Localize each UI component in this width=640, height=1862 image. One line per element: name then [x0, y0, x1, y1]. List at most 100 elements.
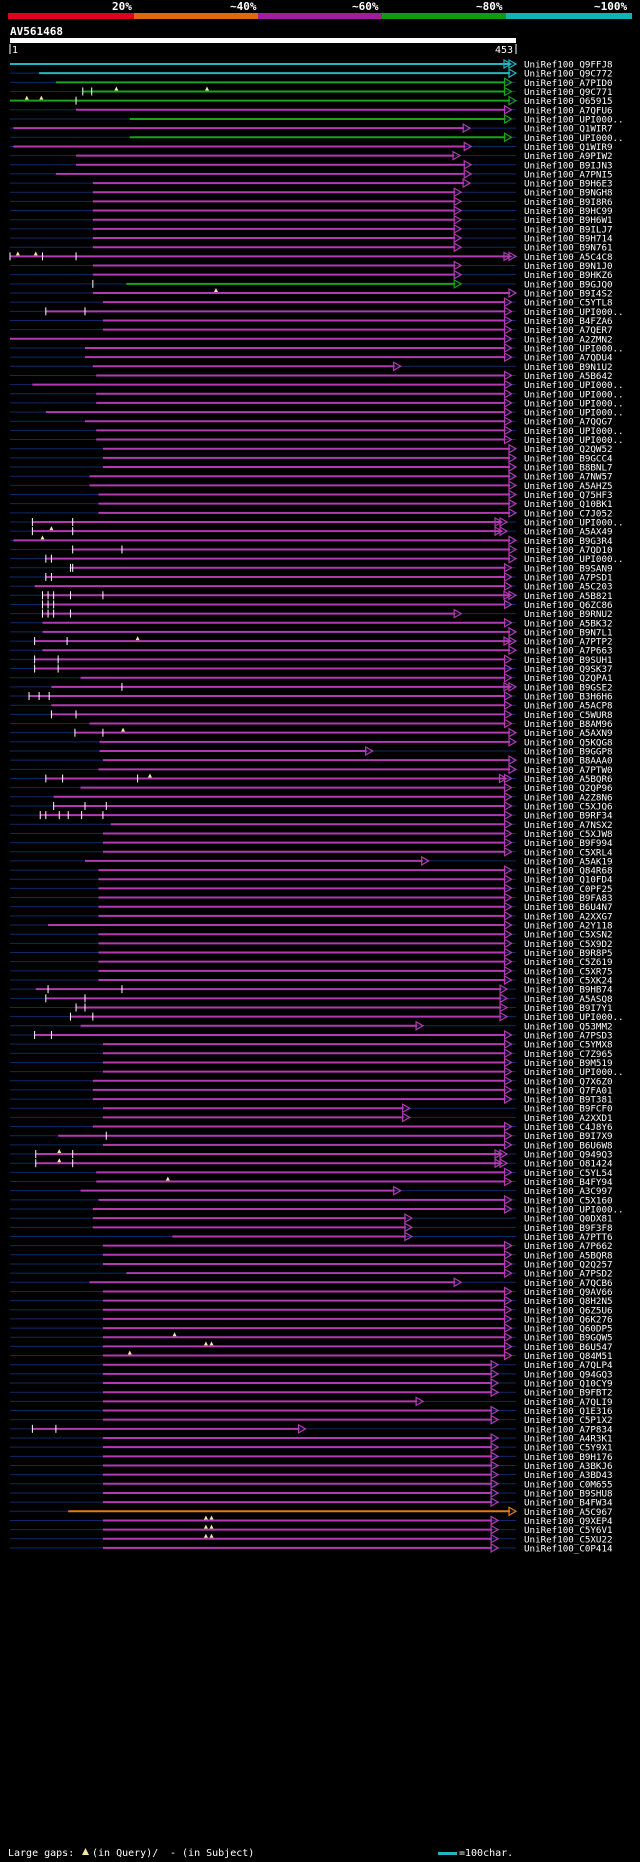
hit-label[interactable]: UniRef100_B9GCC4 [524, 453, 613, 464]
hit-label[interactable]: UniRef100_UPI000.. [524, 307, 624, 318]
hit-row[interactable]: UniRef100_Q2QP96 [10, 782, 613, 794]
hit-label[interactable]: UniRef100_Q2QW52 [524, 444, 613, 455]
hit-row[interactable]: UniRef100_A7QFU6 [10, 104, 613, 116]
hit-label[interactable]: UniRef100_A3BKJ6 [524, 1461, 613, 1472]
hit-row[interactable]: UniRef100_B9HC99 [10, 205, 613, 217]
hit-label[interactable]: UniRef100_B9H6W1 [524, 215, 613, 226]
hit-row[interactable]: UniRef100_Q1WIR7 [10, 123, 613, 135]
hit-label[interactable]: UniRef100_UPI000.. [524, 1067, 624, 1078]
hit-row[interactable]: UniRef100_B9I4S2 [10, 287, 613, 300]
hit-row[interactable]: UniRef100_A5C203 [10, 581, 613, 593]
hit-label[interactable]: UniRef100_B9G3R4 [524, 536, 613, 547]
hit-label[interactable]: UniRef100_C0PF25 [524, 884, 613, 895]
hit-label[interactable]: UniRef100_A7P662 [524, 1241, 613, 1252]
hit-row[interactable]: UniRef100_B9M519 [10, 1057, 613, 1069]
hit-label[interactable]: UniRef100_UPI000.. [524, 114, 624, 125]
hit-label[interactable]: UniRef100_A7QD10 [524, 545, 613, 556]
hit-row[interactable]: UniRef100_A5ACP8 [10, 700, 613, 712]
hit-row[interactable]: UniRef100_A2XXD1 [10, 1112, 613, 1124]
hit-row[interactable]: UniRef100_C5XU22 [10, 1533, 613, 1546]
hit-row[interactable]: UniRef100_A5C967 [10, 1506, 613, 1518]
hit-label[interactable]: UniRef100_UPI000.. [524, 1205, 624, 1216]
hit-label[interactable]: UniRef100_UPI000.. [524, 389, 624, 400]
hit-row[interactable]: UniRef100_B3H6H6 [10, 691, 613, 703]
hit-label[interactable]: UniRef100_B9GSE2 [524, 682, 613, 693]
hit-row[interactable]: UniRef100_Q10FD4 [10, 874, 613, 886]
hit-row[interactable]: UniRef100_A2ZMN2 [10, 333, 613, 345]
hit-row[interactable]: UniRef100_UPI000.. [10, 388, 624, 400]
hit-row[interactable]: UniRef100_O65915 [10, 95, 613, 108]
hit-row[interactable]: UniRef100_A7P834 [10, 1423, 613, 1435]
hit-row[interactable]: UniRef100_C5XK24 [10, 974, 613, 987]
hit-label[interactable]: UniRef100_B9I4S2 [524, 289, 613, 300]
hit-row[interactable]: UniRef100_B9SUH1 [10, 654, 613, 666]
hit-label[interactable]: UniRef100_Q94GQ3 [524, 1369, 613, 1380]
hit-row[interactable]: UniRef100_B9GQW5 [10, 1332, 613, 1344]
hit-row[interactable]: UniRef100_B9GJQ0 [10, 278, 613, 290]
hit-row[interactable]: UniRef100_UPI000.. [10, 306, 624, 318]
hit-label[interactable]: UniRef100_C5YL54 [524, 1168, 613, 1179]
hit-label[interactable]: UniRef100_UPI000.. [524, 435, 624, 446]
hit-label[interactable]: UniRef100_B9N1U2 [524, 362, 613, 373]
hit-row[interactable]: UniRef100_A4R3K1 [10, 1432, 613, 1445]
hit-label[interactable]: UniRef100_A5C203 [524, 582, 613, 593]
hit-label[interactable]: UniRef100_Q1WIR9 [524, 142, 613, 153]
hit-label[interactable]: UniRef100_Q2QP96 [524, 783, 613, 794]
hit-row[interactable]: UniRef100_A5C4C8 [9, 251, 613, 263]
hit-label[interactable]: UniRef100_A5AHZ5 [524, 481, 613, 492]
hit-row[interactable]: UniRef100_A7QLI9 [10, 1396, 613, 1408]
hit-label[interactable]: UniRef100_C5Y9X1 [524, 1443, 613, 1454]
hit-label[interactable]: UniRef100_A7PNI5 [524, 169, 613, 180]
hit-row[interactable]: UniRef100_Q7FA01 [10, 1084, 613, 1096]
hit-label[interactable]: UniRef100_A7NW57 [524, 472, 613, 483]
hit-row[interactable]: UniRef100_B6U547 [10, 1341, 613, 1353]
hit-row[interactable]: UniRef100_C5XR75 [10, 965, 613, 977]
hit-row[interactable]: UniRef100_A7PTW0 [10, 764, 613, 776]
hit-label[interactable]: UniRef100_A2XXD1 [524, 1113, 613, 1124]
hit-row[interactable]: UniRef100_UPI000.. [10, 553, 624, 565]
hit-label[interactable]: UniRef100_C5P1X2 [524, 1415, 613, 1426]
hit-label[interactable]: UniRef100_B9T381 [524, 1095, 613, 1106]
hit-row[interactable]: UniRef100_Q1E316 [10, 1405, 613, 1417]
hit-row[interactable]: UniRef100_B4FW34 [10, 1497, 613, 1509]
hit-label[interactable]: UniRef100_Q8H2N5 [524, 1296, 613, 1307]
hit-row[interactable]: UniRef100_C5YL54 [10, 1167, 613, 1179]
hit-row[interactable]: UniRef100_A7QDU4 [10, 352, 613, 364]
hit-row[interactable]: UniRef100_A2XXG7 [10, 910, 613, 922]
hit-row[interactable]: UniRef100_Q1WIR9 [10, 141, 613, 153]
hit-label[interactable]: UniRef100_Q2QPA1 [524, 673, 613, 684]
hit-row[interactable]: UniRef100_Q2QW52 [10, 443, 613, 455]
hit-label[interactable]: UniRef100_A5AX49 [524, 527, 613, 538]
hit-row[interactable]: UniRef100_UPI000.. [10, 407, 624, 419]
hit-label[interactable]: UniRef100_A7QLP4 [524, 1360, 613, 1371]
hit-label[interactable]: UniRef100_A2XXG7 [524, 911, 613, 922]
hit-row[interactable]: UniRef100_A5BK32 [10, 617, 613, 629]
hit-row[interactable]: UniRef100_C5XSN2 [10, 929, 613, 941]
hit-row[interactable]: UniRef100_B9RNU2 [10, 608, 613, 620]
hit-label[interactable]: UniRef100_UPI000.. [524, 408, 624, 419]
hit-label[interactable]: UniRef100_C5XJW8 [524, 829, 613, 840]
hit-row[interactable]: UniRef100_UPI000.. [10, 113, 624, 125]
hit-label[interactable]: UniRef100_Q60DP5 [524, 1324, 613, 1335]
hit-label[interactable]: UniRef100_Q84R68 [524, 866, 613, 877]
hit-label[interactable]: UniRef100_Q75HF3 [524, 490, 613, 501]
hit-row[interactable]: UniRef100_B9R8P5 [10, 947, 613, 959]
hit-label[interactable]: UniRef100_UPI000.. [524, 554, 624, 565]
hit-label[interactable]: UniRef100_A5ACP8 [524, 701, 613, 712]
hit-row[interactable]: UniRef100_O81424 [10, 1158, 613, 1170]
hit-label[interactable]: UniRef100_B9I8R6 [524, 197, 613, 208]
hit-row[interactable]: UniRef100_B9FBT2 [10, 1387, 613, 1399]
hit-label[interactable]: UniRef100_A9PIW2 [524, 151, 613, 162]
hit-label[interactable]: UniRef100_B9N1J0 [524, 261, 613, 272]
hit-row[interactable]: UniRef100_C5YTL8 [10, 297, 613, 309]
hit-label[interactable]: UniRef100_Q9C772 [524, 69, 613, 80]
hit-label[interactable]: UniRef100_B6U4N7 [524, 902, 613, 913]
hit-label[interactable]: UniRef100_A7QER7 [524, 325, 613, 336]
hit-label[interactable]: UniRef100_B9FCF0 [524, 1104, 613, 1115]
hit-label[interactable]: UniRef100_B9RF34 [524, 811, 613, 822]
hit-row[interactable]: UniRef100_A3C997 [10, 1185, 613, 1197]
hit-label[interactable]: UniRef100_Q5KQG8 [524, 737, 613, 748]
hit-row[interactable]: UniRef100_B9H6E3 [10, 178, 613, 190]
hit-row[interactable]: UniRef100_Q75HF3 [10, 489, 613, 501]
hit-label[interactable]: UniRef100_B9H6E3 [524, 179, 613, 190]
